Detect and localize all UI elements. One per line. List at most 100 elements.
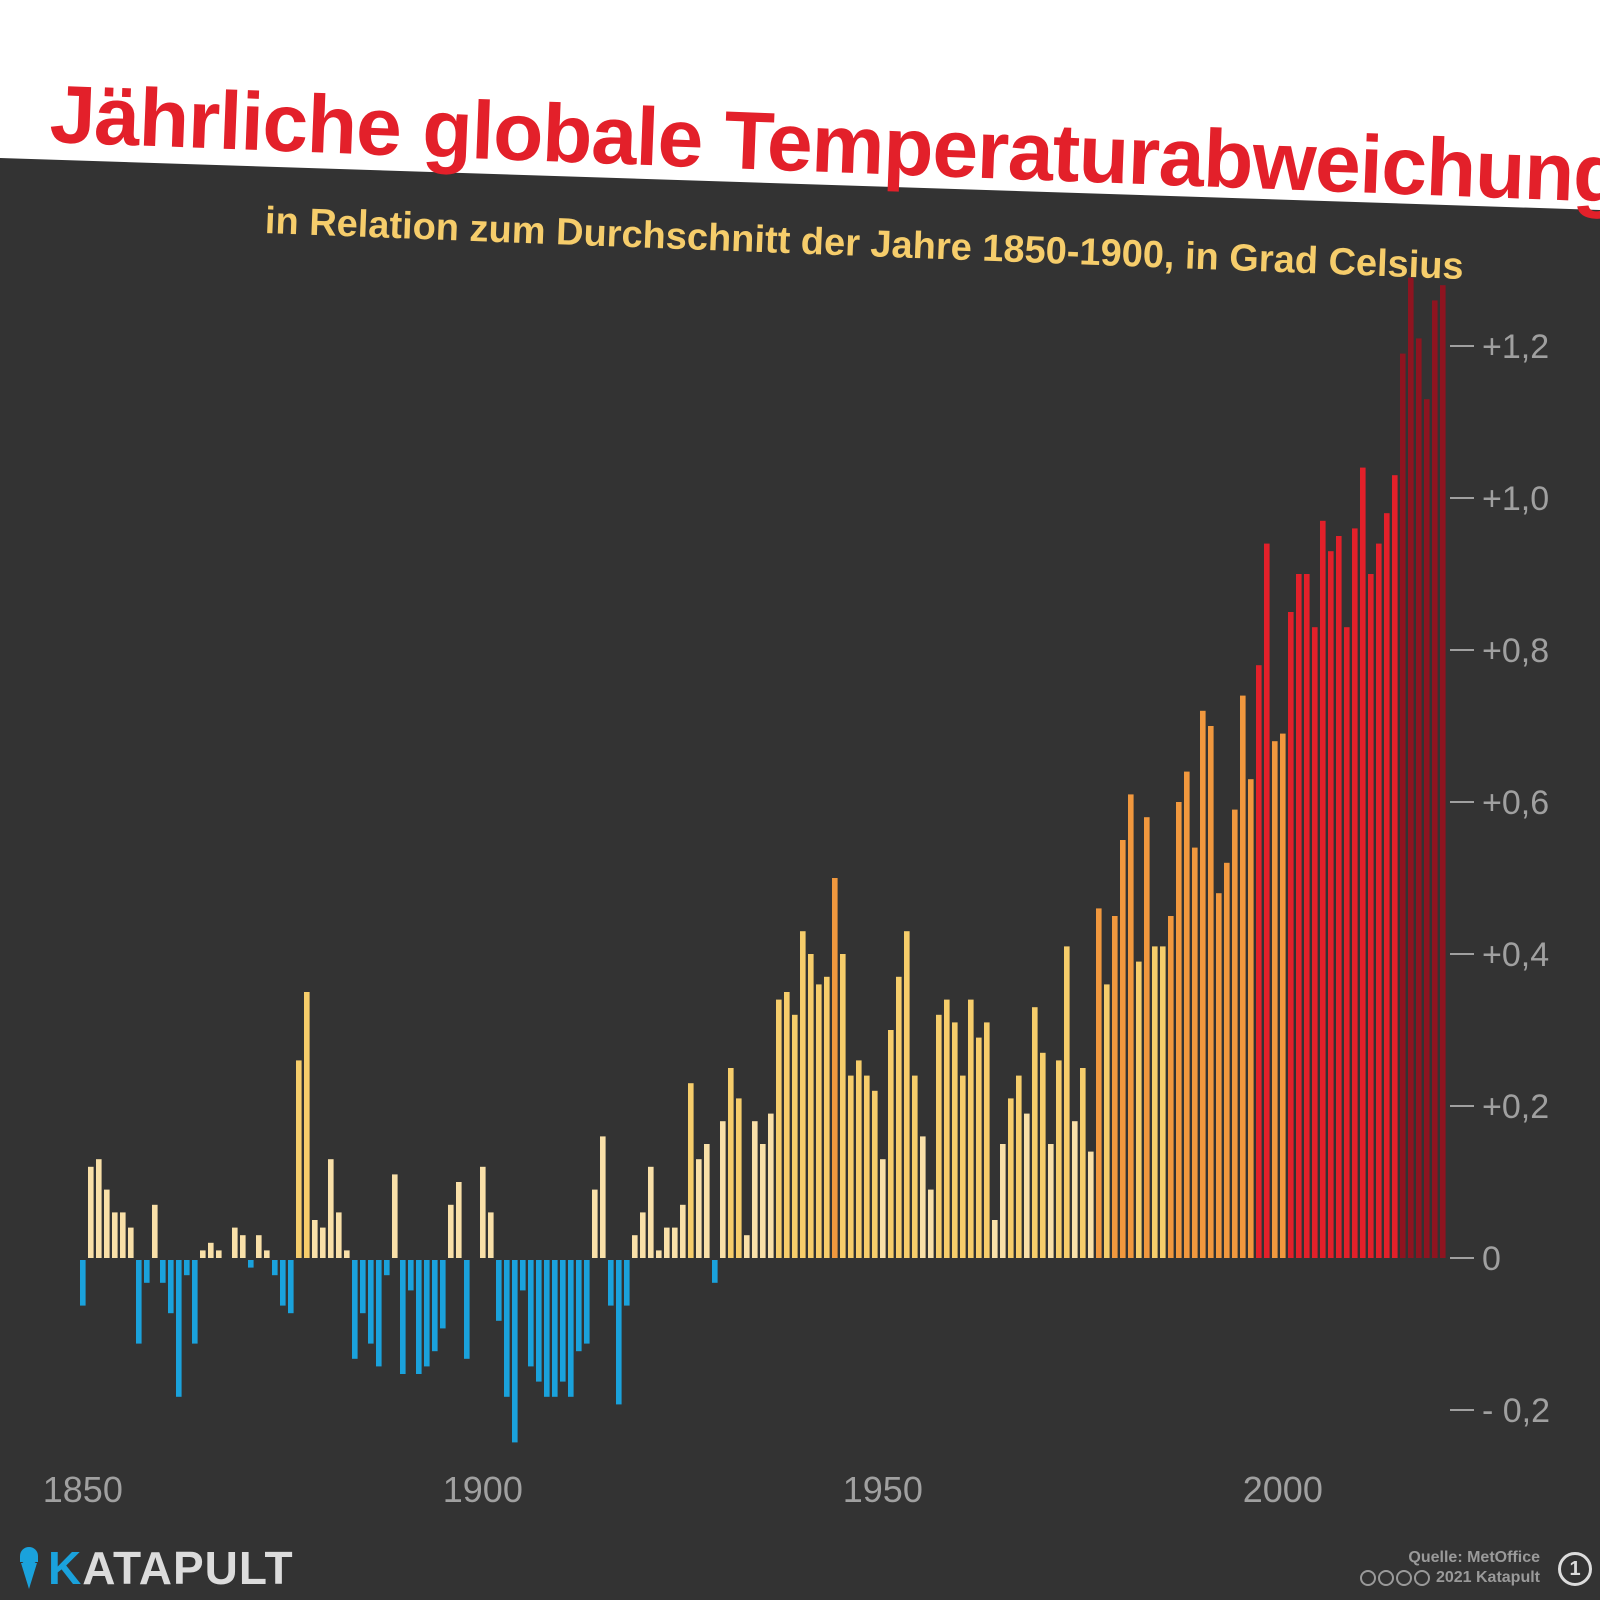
credits: Quelle: MetOffice 2021 Katapult xyxy=(1359,1548,1540,1588)
bar-2014 xyxy=(1392,475,1398,1258)
bar-1855 xyxy=(120,1212,126,1258)
bar-2009 xyxy=(1352,528,1358,1258)
bar-1951 xyxy=(888,1030,894,1258)
bar-1991 xyxy=(1208,726,1214,1258)
bar-1999 xyxy=(1272,741,1278,1258)
bar-2002 xyxy=(1296,574,1302,1258)
bar-1919 xyxy=(632,1235,638,1258)
bar-1852 xyxy=(96,1159,102,1258)
bar-1935 xyxy=(760,1144,766,1258)
brand-name: KATAPULT xyxy=(48,1541,294,1595)
bar-1932 xyxy=(736,1098,742,1258)
bar-1940 xyxy=(800,931,806,1258)
brand-name-rest: ATAPULT xyxy=(82,1542,294,1594)
bar-1912 xyxy=(576,1260,582,1352)
bar-1887 xyxy=(376,1260,382,1367)
bar-1992 xyxy=(1216,893,1222,1258)
y-tick-label: +0,8 xyxy=(1482,632,1549,670)
bar-1907 xyxy=(536,1260,542,1382)
bar-1953 xyxy=(904,931,910,1258)
bar-2018 xyxy=(1424,399,1430,1258)
bar-1976 xyxy=(1088,1151,1094,1258)
bar-1984 xyxy=(1152,946,1158,1258)
bar-1944 xyxy=(832,878,838,1258)
bar-1897 xyxy=(456,1182,462,1258)
bar-2005 xyxy=(1320,520,1326,1258)
creative-commons-icons xyxy=(1359,1570,1430,1586)
y-tick-label: +0,6 xyxy=(1482,784,1549,822)
bar-1923 xyxy=(664,1227,670,1258)
bar-2016 xyxy=(1408,277,1414,1259)
bar-1981 xyxy=(1128,794,1134,1258)
bar-1943 xyxy=(824,976,830,1258)
bar-2013 xyxy=(1384,513,1390,1258)
cc-nc-icon xyxy=(1395,1570,1412,1586)
bar-1928 xyxy=(704,1144,710,1258)
bar-1882 xyxy=(336,1212,342,1258)
bar-2003 xyxy=(1304,574,1310,1258)
bar-1994 xyxy=(1232,809,1238,1258)
bar-1917 xyxy=(616,1260,622,1405)
bar-1996 xyxy=(1248,779,1254,1258)
bar-2008 xyxy=(1344,627,1350,1258)
bar-1995 xyxy=(1240,695,1246,1258)
bar-2015 xyxy=(1400,353,1406,1259)
bar-1980 xyxy=(1120,840,1126,1258)
y-tick-label: +0,2 xyxy=(1482,1088,1549,1126)
bar-1922 xyxy=(656,1250,662,1258)
bar-1967 xyxy=(1016,1075,1022,1258)
brand-name-first-letter: K xyxy=(48,1542,83,1594)
bar-2006 xyxy=(1328,551,1334,1258)
y-tick-label: - 0,2 xyxy=(1482,1392,1550,1430)
bar-1942 xyxy=(816,984,822,1258)
bar-1865 xyxy=(200,1250,206,1258)
bar-1866 xyxy=(208,1242,214,1258)
bar-1964 xyxy=(992,1220,998,1258)
y-tick-label: +1,2 xyxy=(1482,328,1549,366)
bar-1987 xyxy=(1176,802,1182,1258)
copyright-text: 2021 Katapult xyxy=(1435,1569,1540,1586)
bar-1933 xyxy=(744,1235,750,1258)
bar-1971 xyxy=(1048,1144,1054,1258)
x-axis: 1850 1900 1950 2000 xyxy=(43,1469,1323,1510)
bar-1983 xyxy=(1144,817,1150,1258)
bar-2004 xyxy=(1312,627,1318,1258)
bar-1956 xyxy=(928,1189,934,1258)
bar-1863 xyxy=(184,1260,190,1276)
bar-1948 xyxy=(864,1075,870,1258)
bar-2011 xyxy=(1368,574,1374,1258)
bar-1884 xyxy=(352,1260,358,1359)
bar-1925 xyxy=(680,1204,686,1258)
bar-1874 xyxy=(272,1260,278,1276)
bar-1970 xyxy=(1040,1052,1046,1258)
bar-1968 xyxy=(1024,1113,1030,1258)
bar-1889 xyxy=(392,1174,398,1258)
bar-1998 xyxy=(1264,543,1270,1258)
x-tick-label: 2000 xyxy=(1243,1469,1323,1510)
bar-1966 xyxy=(1008,1098,1014,1258)
bar-1957 xyxy=(936,1014,942,1258)
bar-1929 xyxy=(712,1260,718,1283)
bar-1924 xyxy=(672,1227,678,1258)
bar-1857 xyxy=(136,1260,142,1344)
bar-1921 xyxy=(648,1166,654,1258)
bar-1877 xyxy=(296,1060,302,1258)
bar-1941 xyxy=(808,954,814,1258)
bar-1871 xyxy=(248,1260,254,1268)
copyright-row: 2021 Katapult xyxy=(1359,1568,1540,1588)
bar-1934 xyxy=(752,1121,758,1258)
bar-1969 xyxy=(1032,1007,1038,1258)
bar-1965 xyxy=(1000,1144,1006,1258)
bar-2019 xyxy=(1432,300,1438,1258)
bar-1936 xyxy=(768,1113,774,1258)
bar-1850 xyxy=(80,1260,86,1306)
bar-1909 xyxy=(552,1260,558,1397)
bar-1960 xyxy=(960,1075,966,1258)
bar-2010 xyxy=(1360,467,1366,1259)
bar-1902 xyxy=(496,1260,502,1321)
source-credit: Quelle: MetOffice xyxy=(1408,1549,1540,1566)
bar-1873 xyxy=(264,1250,270,1258)
bar-1860 xyxy=(160,1260,166,1283)
